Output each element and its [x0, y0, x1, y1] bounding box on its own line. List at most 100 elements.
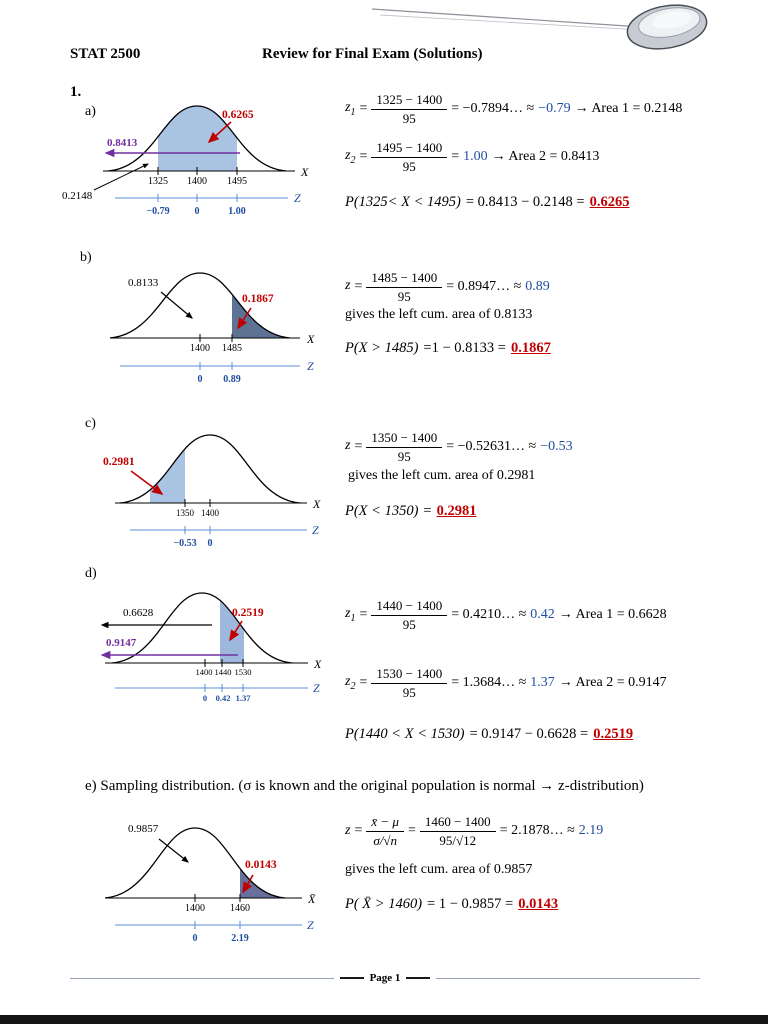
result-d: P(1440 < X < 1530) = 0.9147 − 0.6628 = 0… [345, 726, 633, 743]
area-label-tail: 0.1867 [242, 293, 274, 305]
z-var: z [345, 438, 351, 454]
doc-title: Review for Final Exam (Solutions) [262, 46, 483, 62]
frac-denominator: 95 [397, 288, 411, 304]
bell-curve [111, 592, 293, 664]
footer-dash-right [406, 977, 431, 979]
part-c-label: c) [85, 416, 96, 431]
frac-denominator: 95 [402, 616, 416, 632]
z-tick-label: −0.53 [173, 538, 196, 549]
equation-a1: z1 = 1325 − 1400 95 = −0.7894… ≈ −0.79 → … [345, 92, 682, 126]
result-b: P(X > 1485) =1 − 0.8133 = 0.1867 [345, 340, 551, 357]
equation-d2: z2 = 1530 − 1400 95 = 1.3684… ≈ 1.37 → Ar… [345, 666, 667, 700]
pointer-arrow-red [237, 307, 252, 330]
area-label-center: 0.9857 [128, 823, 159, 835]
fraction: 1495 − 1400 95 [371, 140, 448, 174]
area-label-center: 0.8133 [128, 277, 159, 289]
pointer-arrow-red [242, 874, 254, 894]
equals-sign: = [354, 279, 363, 295]
note-e: gives the left cum. area of 0.9857 [345, 862, 533, 877]
x-tick-label: 1530 [235, 667, 252, 677]
probability-expression: P(1325< X < 1495) [345, 194, 461, 210]
x-tick-label: 1325 [148, 176, 168, 187]
result-e: P( X̄ > 1460) = 1 − 0.9857 = 0.0143 [345, 896, 558, 913]
area-label-tail: 0.2981 [103, 456, 135, 468]
z-sub: 1 [350, 106, 356, 118]
note-c: gives the left cum. area of 0.2981 [348, 468, 536, 483]
cord-line-2 [379, 14, 643, 31]
frac-denominator: σ/√n [373, 832, 397, 848]
z-tick-label: 1.37 [236, 693, 252, 703]
frac-numerator: 1350 − 1400 [366, 430, 443, 448]
z-axis-label: Z [313, 681, 320, 695]
z-tick-label: 2.19 [231, 933, 249, 944]
equation-c1: z = 1350 − 1400 95 = −0.52631… ≈ −0.53 [345, 430, 573, 464]
equals-sign: = [354, 823, 363, 839]
bell-curve [107, 105, 287, 172]
fraction: 1440 − 1400 95 [371, 598, 448, 632]
final-answer: 0.1867 [510, 340, 551, 356]
eq-mid: = 1.3684… ≈ [451, 675, 527, 691]
z-value: 1.37 [530, 675, 555, 691]
frac-numerator: 1325 − 1400 [371, 92, 448, 110]
result-c: P(X < 1350) = 0.2981 [345, 503, 476, 520]
area2-label: 0.9147 [106, 637, 137, 649]
frac-numerator: 1440 − 1400 [371, 598, 448, 616]
x-tick-label: 1495 [227, 176, 247, 187]
x-axis-label: X [306, 332, 315, 346]
frac-denominator: 95 [402, 684, 416, 700]
z-sub: 2 [350, 154, 356, 166]
z-value: −0.79 [538, 101, 571, 117]
fraction: 1485 − 1400 95 [366, 270, 443, 304]
frac-numerator: 1530 − 1400 [371, 666, 448, 684]
pointer-arrow-black [160, 291, 193, 319]
z-symbol: z1 [345, 606, 355, 624]
diagram-e: 1400 1460 X̄ 0 2.19 Z 0.9857 0.0143 [104, 823, 316, 944]
diagram-c: 1350 1400 X −0.53 0 Z 0.2981 [103, 434, 321, 549]
x-tick-label: 1440 [215, 667, 232, 677]
frac-denominator: 95 [402, 158, 416, 174]
area-label-left-tail: 0.2148 [62, 190, 93, 202]
z-tick-label: −0.79 [146, 206, 169, 217]
fraction: 1350 − 1400 95 [366, 430, 443, 464]
equals-sign: = [359, 101, 368, 117]
x-axis-label: X [300, 165, 309, 179]
final-answer: 0.0143 [518, 896, 559, 912]
z-symbol: z2 [345, 674, 355, 692]
area-label-tail: 0.0143 [245, 859, 277, 871]
part-d-label: d) [85, 566, 97, 581]
z-tick-label: 0 [208, 538, 213, 549]
footer-rule-right [436, 977, 701, 979]
equals-sign: = [354, 439, 363, 455]
fraction-symbolic: x̄ − μ σ/√n [366, 814, 404, 848]
eq-mid: = 2.1878… ≈ [499, 823, 575, 839]
frac-numerator: 1460 − 1400 [419, 814, 496, 832]
area1-label: 0.6628 [123, 607, 154, 619]
equation-b1: z = 1485 − 1400 95 = 0.8947… ≈ 0.89 [345, 270, 550, 304]
x-tick-label: 1400 [201, 508, 220, 518]
x-axis-label: X [312, 497, 321, 511]
x-tick-label: 1350 [176, 508, 195, 518]
bell-curve [119, 434, 301, 504]
probability-expression: P(X < 1350) [345, 503, 419, 519]
z-symbol: z [345, 278, 350, 296]
z-var: z [345, 278, 351, 294]
fraction: 1325 − 1400 95 [371, 92, 448, 126]
x-axis-label: X [313, 657, 322, 671]
z-value: 1.00 [463, 149, 488, 165]
z-symbol: z2 [345, 148, 355, 166]
pointer-arrow-red [207, 121, 232, 144]
final-answer: 0.2519 [593, 726, 634, 742]
equation-a2: z2 = 1495 − 1400 95 = 1.00 → Area 2 = 0.8… [345, 140, 599, 174]
pointer-arrow-black [158, 838, 189, 863]
eq-tail: → Area 2 = 0.8413 [491, 149, 600, 165]
probability-expression: P(1440 < X < 1530) [345, 726, 465, 742]
note-b: gives the left cum. area of 0.8133 [345, 307, 533, 322]
bell-curve [109, 272, 291, 339]
result-mid: = [423, 503, 432, 519]
result-mid: = 0.8413 − 0.2148 = [465, 194, 585, 210]
z-axis-label: Z [307, 359, 314, 373]
footer-dash-left [339, 977, 364, 979]
x-tick-label: 1485 [222, 343, 242, 354]
eq-mid: = −0.7894… ≈ [451, 101, 535, 117]
fraction: 1530 − 1400 95 [371, 666, 448, 700]
